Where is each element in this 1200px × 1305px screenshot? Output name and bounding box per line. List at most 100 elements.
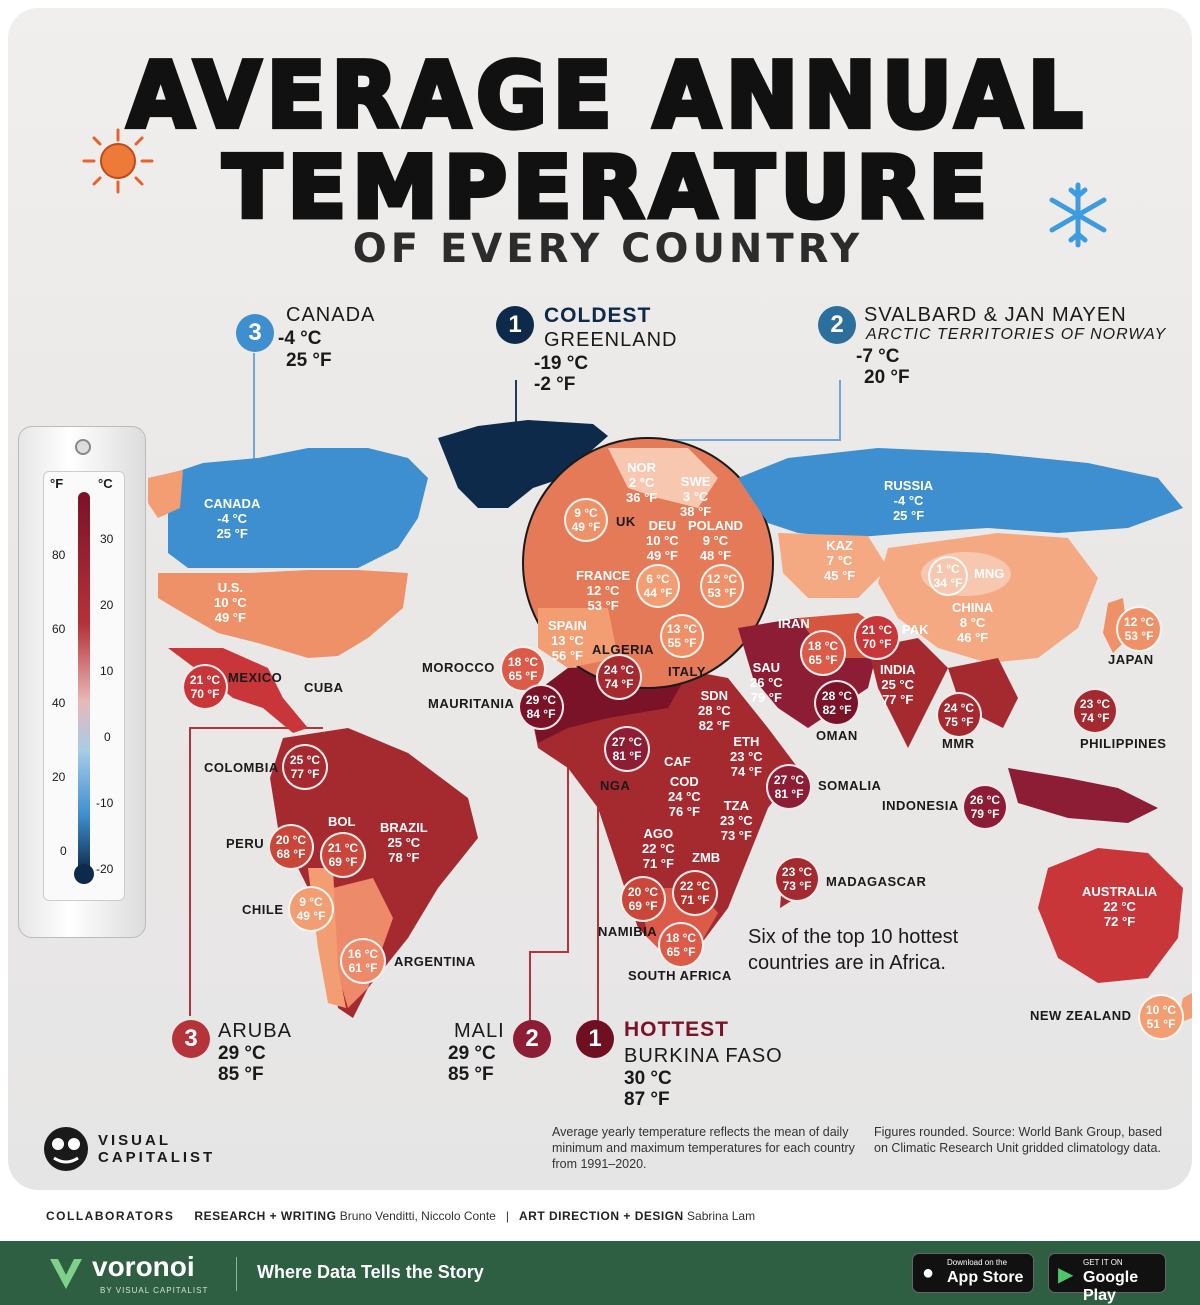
title-line-1: AVERAGE ANNUAL — [125, 41, 1089, 151]
collab-sep: | — [505, 1209, 509, 1223]
bubble-zmb: 22 °C 71 °F — [672, 870, 718, 916]
bubble-indonesia: 26 °C 79 °F — [962, 784, 1008, 830]
c-tick-minus10: -10 — [96, 796, 114, 810]
callout-coldest-c: -19 °C — [534, 353, 589, 374]
eu-nor: NOR 2 °C 36 °F — [626, 460, 658, 505]
visual-capitalist-logo-icon — [44, 1127, 88, 1171]
fahrenheit-unit: °F — [50, 476, 64, 491]
rank-badge-hot3: 3 — [172, 1020, 210, 1058]
bubble-mmr: 24 °C 75 °F — [936, 692, 982, 738]
map-label-sau: SAU 26 °C 79 °F — [750, 660, 783, 705]
label-morocco: MOROCCO — [422, 660, 495, 675]
label-argentina: ARGENTINA — [394, 954, 476, 969]
bubble-mng: 1 °C 34 °F — [928, 556, 968, 596]
callout-hot3-country: ARUBA — [218, 1020, 292, 1042]
bubble-new-zealand: 10 °C 51 °F — [1138, 994, 1184, 1040]
rank-badge-cold2: 2 — [818, 306, 856, 344]
collab-rw: Bruno Venditti, Niccolo Conte — [339, 1209, 496, 1223]
map-label-iran: IRAN — [778, 616, 810, 631]
f-tick-60: 60 — [52, 622, 66, 636]
callout-cold2-c: -7 °C — [856, 346, 900, 367]
eu-swe: SWE 3 °C 38 °F — [680, 474, 712, 519]
map-label-kaz: KAZ 7 °C 45 °F — [824, 538, 856, 583]
footer-bar: voronoi BY VISUAL CAPITALIST Where Data … — [0, 1241, 1200, 1305]
bubble-bol: 21 °C 69 °F — [320, 832, 366, 878]
footer-divider — [236, 1257, 237, 1291]
label-philippines: PHILIPPINES — [1080, 736, 1167, 751]
callout-hot2-c: 29 °C — [448, 1043, 496, 1064]
bubble-japan: 12 °C 53 °F — [1116, 606, 1162, 652]
callout-cold2-country: SVALBARD & JAN MAYEN — [864, 304, 1127, 326]
collaborators: COLLABORATORS RESEARCH + WRITING Bruno V… — [46, 1209, 755, 1223]
callout-hot2-f: 85 °F — [448, 1064, 494, 1085]
rank-badge-hottest: 1 — [576, 1020, 614, 1058]
bubble-oman: 28 °C 82 °F — [814, 680, 860, 726]
eu-poland: POLAND 9 °C 48 °F — [688, 518, 743, 563]
map-label-china: CHINA 8 °C 46 °F — [952, 600, 994, 645]
map-label-russia: RUSSIA -4 °C 25 °F — [884, 478, 934, 523]
snowflake-icon — [1049, 182, 1107, 248]
app-store-button[interactable]: ● Download on the App Store — [912, 1253, 1034, 1293]
map-label-tza: TZA 23 °C 73 °F — [720, 798, 753, 843]
callout-coldest-country: GREENLAND — [544, 329, 678, 351]
eu-deu: DEU 10 °C 49 °F — [646, 518, 679, 563]
collab-ad: Sabrina Lam — [687, 1209, 756, 1223]
africa-note: Six of the top 10 hottest countries are … — [748, 926, 959, 974]
callout-cold2-sub: ARCTIC TERRITORIES OF NORWAY — [866, 326, 1167, 343]
google-play-icon: ▶ — [1058, 1264, 1074, 1286]
f-tick-20: 20 — [52, 770, 66, 784]
label-nga: NGA — [600, 778, 631, 793]
callout-cold2-f: 20 °F — [864, 367, 910, 388]
google-play-button[interactable]: ▶ GET IT ON Google Play — [1048, 1253, 1166, 1304]
africa-shape — [528, 663, 798, 958]
label-new-zealand: NEW ZEALAND — [1030, 1008, 1132, 1023]
bubble-iran: 18 °C 65 °F — [800, 630, 846, 676]
eu-france: FRANCE 12 °C 53 °F — [576, 568, 631, 613]
f-tick-0: 0 — [60, 844, 67, 858]
c-tick-0: 0 — [104, 730, 111, 744]
canada-shape — [158, 448, 428, 568]
eu-algeria-label: ALGERIA — [592, 642, 654, 657]
eu-uk-label: UK — [616, 514, 636, 529]
collab-rw-label: RESEARCH + WRITING — [194, 1209, 337, 1223]
india-shape — [868, 638, 948, 748]
label-namibia: NAMIBIA — [598, 924, 658, 939]
map-label-usa: U.S. 10 °C 49 °F — [214, 580, 247, 625]
brand-name-2: CAPITALIST — [98, 1149, 216, 1166]
c-tick-20: 20 — [100, 598, 114, 612]
voronoi-by: BY VISUAL CAPITALIST — [100, 1286, 209, 1295]
label-indonesia: INDONESIA — [882, 798, 959, 813]
map-label-brazil: BRAZIL 25 °C 78 °F — [380, 820, 428, 865]
label-peru: PERU — [226, 836, 265, 851]
map-label-australia: AUSTRALIA 22 °C 72 °F — [1082, 884, 1158, 929]
callout-hottest-f: 87 °F — [624, 1089, 670, 1110]
map-label-sdn: SDN 28 °C 82 °F — [698, 688, 731, 733]
callout-hot3-f: 85 °F — [218, 1064, 264, 1085]
collab-label: COLLABORATORS — [46, 1209, 175, 1223]
label-mexico: MEXICO — [228, 670, 283, 685]
eu-italy-bubble: 13 °C 55 °F — [660, 614, 704, 658]
south-america-shape — [270, 728, 478, 1018]
thermometer-hook — [75, 439, 91, 455]
bubble-somalia: 27 °C 81 °F — [766, 764, 812, 810]
bubble-south-africa: 18 °C 65 °F — [658, 922, 704, 968]
callout-coldest-f: -2 °F — [534, 374, 576, 395]
bubble-philippines: 23 °C 74 °F — [1072, 688, 1118, 734]
brand-name-1: VISUAL — [98, 1132, 172, 1149]
apple-icon: ● — [922, 1262, 935, 1284]
sun-icon — [82, 128, 154, 194]
label-cuba: CUBA — [304, 680, 344, 695]
bubble-namibia: 20 °C 69 °F — [620, 876, 666, 922]
russia-shape — [738, 448, 1183, 538]
bubble-pak: 21 °C 70 °F — [854, 614, 900, 660]
label-chile: CHILE — [242, 902, 284, 917]
google-play-small: GET IT ON — [1083, 1258, 1123, 1267]
callout-cold3-c: -4 °C — [278, 328, 322, 349]
map-label-pak: PAK — [902, 622, 929, 637]
eu-italy-label: ITALY — [668, 664, 706, 679]
label-somalia: SOMALIA — [818, 778, 882, 793]
callout-cold3-f: 25 °F — [286, 350, 332, 371]
bubble-madagascar: 23 °C 73 °F — [774, 856, 820, 902]
label-madagascar: MADAGASCAR — [826, 874, 927, 889]
app-store-big: App Store — [947, 1269, 1024, 1286]
